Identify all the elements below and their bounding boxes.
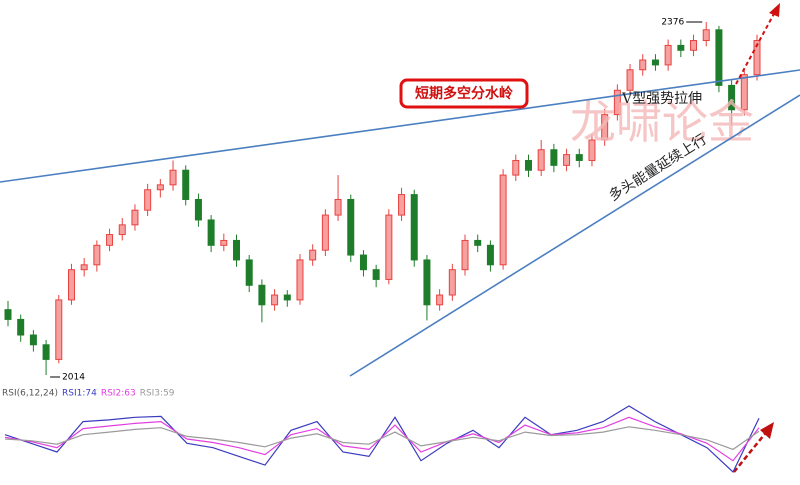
candle-body [651, 59, 659, 66]
candle-body [499, 174, 507, 266]
label-box [399, 78, 529, 109]
candle-body [359, 254, 367, 271]
low-label: 2014 [62, 373, 85, 383]
rsi-arrow [733, 429, 769, 473]
rsi-line [4, 405, 760, 473]
candle-body [550, 149, 558, 166]
candle-body [613, 89, 621, 116]
candle-body [753, 40, 761, 76]
rsi-title: RSI(6,12,24) [2, 389, 58, 399]
candle-body [677, 44, 685, 51]
high-label: 2376 [661, 18, 684, 28]
candle-body [385, 214, 393, 280]
candle-body [220, 239, 228, 246]
up-arrow-head [769, 3, 780, 17]
candle-body [17, 318, 25, 336]
candle-body [486, 244, 494, 266]
candle-body [524, 159, 532, 171]
rsi-legend: RSI2:63 [101, 389, 136, 399]
candle-body [271, 294, 279, 306]
candle-body [410, 194, 418, 261]
candle-body [436, 294, 444, 306]
candle-body [728, 84, 736, 111]
candle-body [423, 259, 431, 306]
resistance-line [0, 69, 800, 183]
rsi-panel: RSI(6,12,24) RSI1:74 RSI2:63 RSI3:59 [2, 389, 760, 473]
candle-body [4, 309, 12, 320]
rsi-legend: RSI3:59 [140, 389, 175, 399]
candle-body [29, 334, 37, 346]
candle-body [715, 29, 723, 86]
candle-body [448, 269, 456, 296]
rsi-line [4, 426, 760, 451]
candle-body [258, 284, 266, 306]
support-line [349, 94, 800, 377]
candle-body [588, 139, 596, 161]
candle-body [334, 198, 342, 216]
candle-body [55, 299, 63, 360]
candle-body [474, 239, 482, 246]
candle-body [245, 259, 253, 286]
candle-body [398, 194, 406, 216]
candle-body [664, 44, 672, 66]
candle-body [182, 169, 190, 200]
candle-body [702, 29, 710, 42]
candle-body [461, 239, 469, 271]
candle-body [283, 294, 291, 301]
candle-body [156, 184, 164, 191]
candle-body [575, 154, 583, 161]
candle-body [42, 344, 50, 360]
candle-body [207, 219, 215, 246]
candle-body [93, 244, 101, 266]
candle-body [347, 198, 355, 256]
candle-body [296, 259, 304, 301]
box-label: 短期多空分水岭 [415, 85, 513, 102]
candle-body [639, 59, 647, 71]
v-label: V型强势拉伸 [621, 91, 702, 107]
candle-body [80, 264, 88, 271]
rsi-line [4, 416, 760, 462]
rsi-legend: RSI1:74 [62, 389, 97, 399]
candle-body [144, 189, 152, 211]
candle-body [601, 114, 609, 141]
candle-body [106, 234, 114, 246]
candle-body [67, 269, 75, 301]
candle-body [626, 69, 634, 91]
candle-body [309, 249, 317, 261]
candle-body [563, 154, 571, 166]
candle-body [169, 169, 177, 186]
candle-body [690, 40, 698, 51]
rsi-arrow-head [760, 422, 774, 439]
candles: 2376 2014 [4, 18, 761, 383]
candle-body [321, 214, 329, 251]
candle-body [372, 269, 380, 280]
candle-body [118, 224, 126, 236]
candle-body [740, 74, 748, 111]
up-arrow [735, 9, 777, 85]
candle-body [131, 209, 139, 226]
candle-body [512, 159, 520, 176]
candle-body [537, 149, 545, 171]
candle-body [233, 239, 241, 261]
watermark: 龙啸论金 [570, 95, 754, 149]
candle-body [194, 198, 202, 221]
